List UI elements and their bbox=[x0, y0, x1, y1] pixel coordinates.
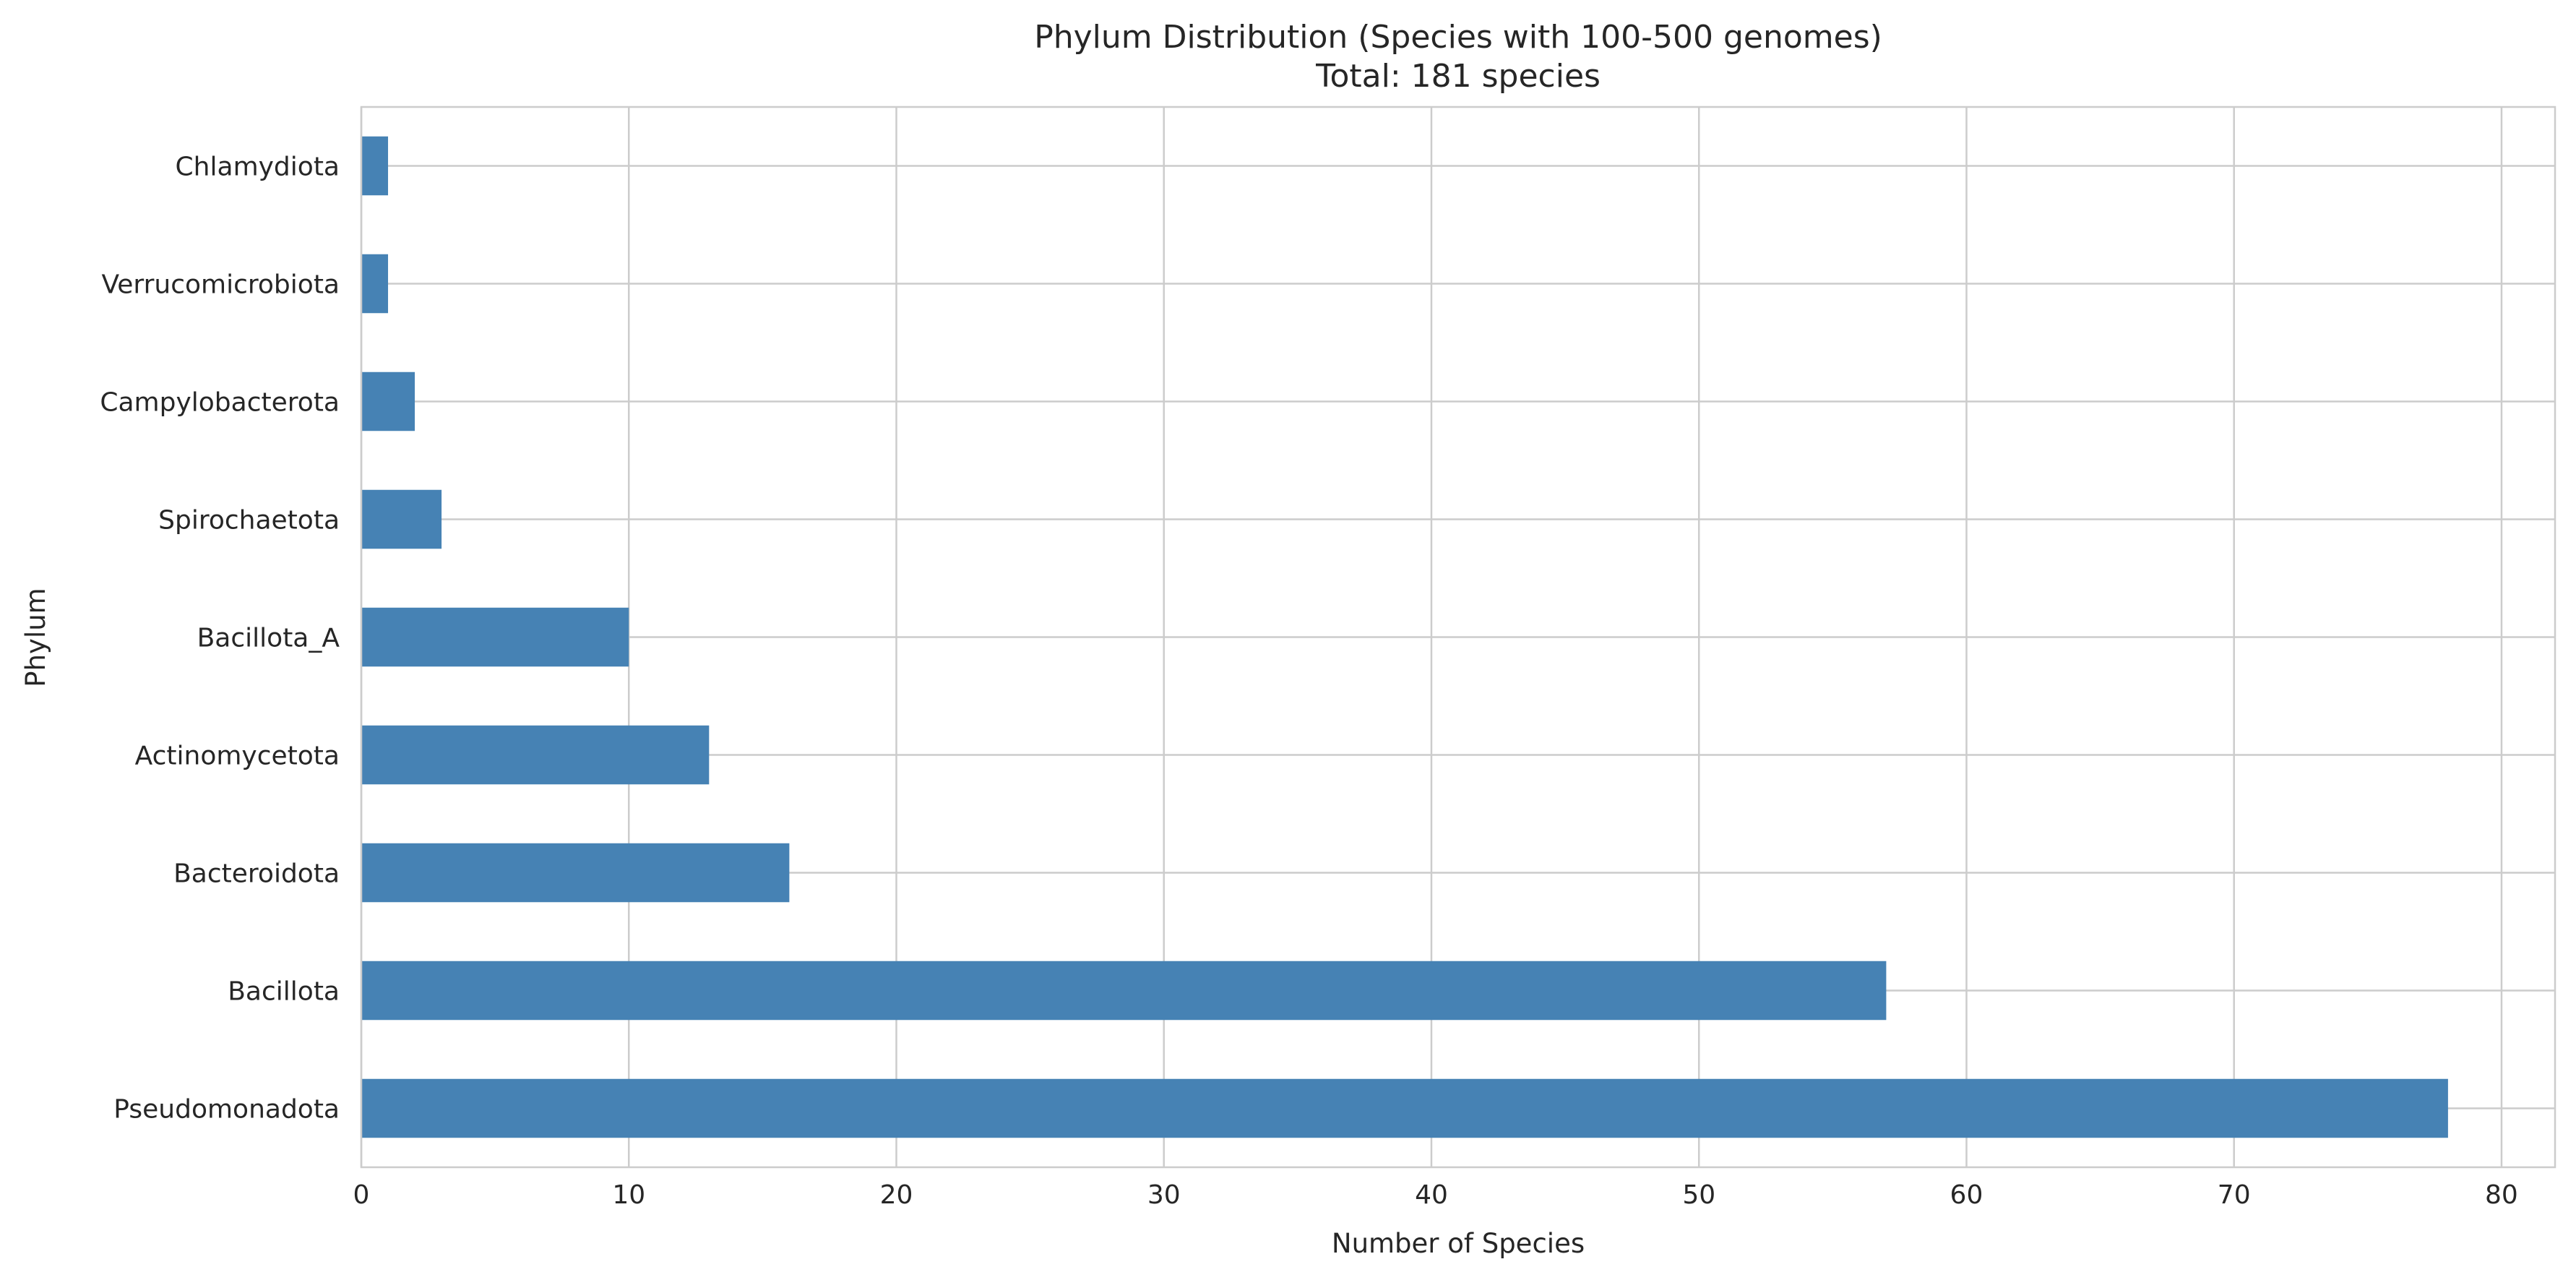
x-tick-label: 30 bbox=[1147, 1180, 1181, 1210]
y-tick-label: Pseudomonadota bbox=[113, 1095, 340, 1125]
plot-frame bbox=[360, 106, 2556, 1169]
y-tick-label: Actinomycetota bbox=[135, 742, 340, 771]
x-tick-label: 20 bbox=[880, 1180, 913, 1210]
x-tick-label: 80 bbox=[2485, 1180, 2518, 1210]
y-tick-label: Bacillota_A bbox=[197, 624, 340, 653]
bar-spirochaetota bbox=[361, 489, 442, 549]
x-tick-label: 70 bbox=[2218, 1180, 2251, 1210]
y-tick-label: Bacteroidota bbox=[173, 859, 340, 889]
x-tick-label: 0 bbox=[353, 1180, 370, 1210]
y-axis-label: Phylum bbox=[20, 588, 51, 687]
x-tick-label: 40 bbox=[1415, 1180, 1448, 1210]
x-tick-label: 10 bbox=[612, 1180, 645, 1210]
bar-bacillota_a bbox=[361, 607, 629, 667]
chart-title: Phylum Distribution (Species with 100-50… bbox=[1034, 19, 1882, 56]
bar-pseudomonadota bbox=[361, 1078, 2448, 1138]
bar-actinomycetota bbox=[361, 725, 710, 785]
bar-verrucomicrobiota bbox=[361, 254, 389, 314]
bar-bacteroidota bbox=[361, 843, 790, 903]
x-tick-labels: 0 10 20 30 40 50 60 70 80 bbox=[353, 1180, 2518, 1210]
bars bbox=[361, 136, 2448, 1138]
y-tick-label: Chlamydiota bbox=[176, 153, 340, 182]
x-tick-label: 50 bbox=[1682, 1180, 1715, 1210]
bar-campylobacterota bbox=[361, 371, 415, 431]
y-tick-labels: Pseudomonadota Bacillota Bacteroidota Actin… bbox=[100, 153, 340, 1125]
bar-chlamydiota bbox=[361, 136, 389, 196]
y-tick-label: Verrucomicrobiota bbox=[101, 270, 340, 300]
x-tick-label: 60 bbox=[1950, 1180, 1983, 1210]
y-tick-label: Spirochaetota bbox=[158, 506, 340, 536]
x-axis-label: Number of Species bbox=[1332, 1228, 1585, 1259]
chart-subtitle: Total: 181 species bbox=[1315, 58, 1601, 95]
y-tick-label: Bacillota bbox=[228, 977, 340, 1007]
bar-bacillota bbox=[361, 961, 1887, 1021]
y-tick-label: Campylobacterota bbox=[100, 388, 340, 418]
